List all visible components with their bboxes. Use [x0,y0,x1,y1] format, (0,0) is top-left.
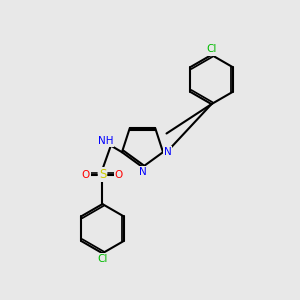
Text: O: O [115,170,123,180]
Text: N: N [164,147,171,157]
Text: O: O [82,170,90,180]
Text: Cl: Cl [97,254,108,264]
Text: NH: NH [98,136,113,146]
Text: Cl: Cl [206,44,217,55]
Text: S: S [99,168,106,181]
Text: N: N [139,167,146,178]
